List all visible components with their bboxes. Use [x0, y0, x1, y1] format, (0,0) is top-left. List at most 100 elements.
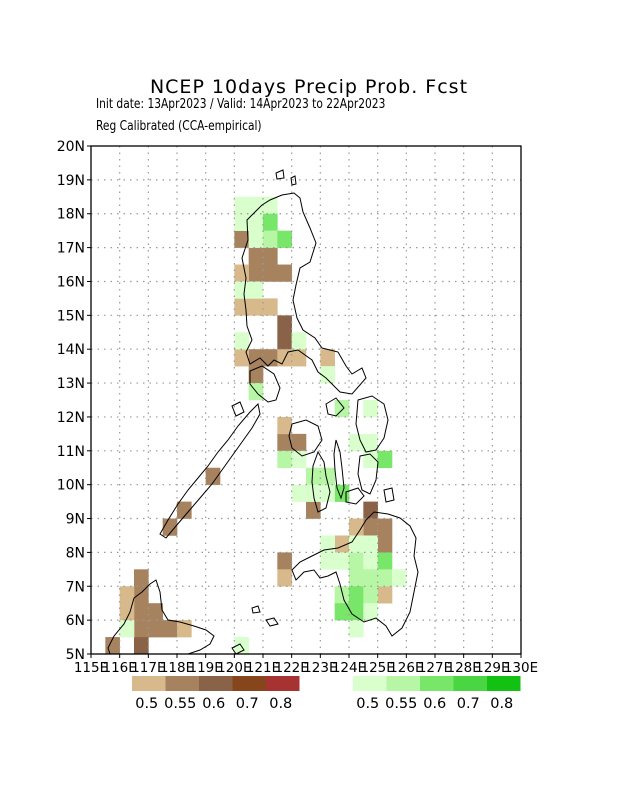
lon-label: 116E [103, 660, 137, 676]
dry-legend-label: 0.7 [236, 696, 259, 712]
wet-cell-28 [291, 484, 307, 502]
coast-palawan [159, 402, 261, 539]
wet-cell-46 [363, 535, 378, 553]
lat-label: 5N [66, 647, 85, 663]
wet-cell-40 [363, 586, 378, 604]
wet-cell-44 [349, 620, 364, 638]
dry-cell-23 [205, 467, 221, 485]
dry-cell-22 [306, 501, 321, 519]
lat-label: 6N [66, 613, 85, 629]
dry-cell-42 [148, 620, 163, 638]
coast-cebu [333, 439, 345, 500]
coast-babuyan [275, 169, 285, 180]
wet-cell-41 [334, 603, 350, 621]
map-frame [90, 145, 522, 655]
wet-cell-48 [119, 620, 135, 638]
wet-legend-swatch [487, 676, 521, 691]
wet-cell-29 [320, 535, 335, 553]
dry-cell-29 [349, 518, 364, 536]
lat-label: 14N [57, 342, 85, 358]
dry-cell-11 [277, 315, 292, 333]
wet-cell-33 [363, 552, 378, 570]
wet-cell-23 [306, 467, 321, 485]
lon-label: 121E [246, 660, 280, 676]
wet-cell-14 [320, 366, 335, 384]
lat-label: 13N [57, 376, 85, 392]
dry-cell-19 [277, 433, 292, 452]
lat-lon-grid [91, 146, 521, 654]
wet-cell-3 [234, 213, 249, 231]
legend: 0.5 0.55 0.6 0.7 0.8 0.5 0.55 0.6 0.7 0.8 [132, 676, 521, 712]
dry-legend-label: 0.5 [135, 696, 158, 712]
dry-cell-7 [234, 298, 249, 316]
wet-cell-47 [392, 569, 407, 587]
wet-cell-21 [277, 450, 292, 469]
wet-cell-7 [263, 230, 278, 248]
coast-luzon [241, 192, 367, 395]
chart-title: NCEP 10days Precip Prob. Fcst [149, 76, 469, 98]
wet-cell-24 [320, 467, 335, 485]
coast-jolo [251, 605, 261, 614]
lon-label: 122E [275, 660, 309, 676]
dry-cell-39 [119, 586, 135, 604]
wet-cell-31 [334, 552, 350, 570]
calibration-method: Reg Calibrated (CCA-empirical) [96, 119, 262, 134]
lat-label: 10N [57, 478, 85, 494]
dry-cell-43 [162, 620, 178, 638]
dry-cell-26 [363, 501, 378, 519]
wet-cell-9 [234, 281, 249, 299]
wet-legend-swatch [353, 676, 387, 691]
dry-legend-label: 0.6 [202, 696, 225, 712]
coast-mindanao [291, 511, 419, 637]
dry-legend-swatch [132, 676, 166, 691]
dry-cell-13 [263, 349, 278, 367]
coast-bohol [345, 487, 365, 505]
wet-cell-20 [377, 450, 393, 469]
dry-cell-28 [377, 518, 393, 536]
dry-cell-33 [277, 569, 292, 587]
lon-label: 120E [217, 660, 251, 676]
dry-legend-swatch [199, 676, 233, 691]
dry-legend-swatch [165, 676, 199, 691]
coast-masbate [325, 397, 345, 417]
dry-cell-38 [134, 620, 149, 638]
lon-label: 117E [131, 660, 165, 676]
coast-calamian [231, 401, 245, 417]
dry-cell-15 [234, 349, 249, 367]
coast-batanes [290, 175, 297, 186]
dry-cell-6 [234, 264, 249, 282]
lat-label: 16N [57, 274, 85, 290]
dry-cell-41 [148, 603, 163, 621]
wet-cell-22 [291, 450, 307, 469]
dry-cell-10 [277, 332, 292, 350]
wet-cell-12 [234, 332, 249, 350]
dry-legend-label: 0.55 [164, 696, 196, 712]
coast-mindoro [249, 365, 281, 403]
lon-label: 128E [447, 660, 481, 676]
lon-label: 125E [361, 660, 395, 676]
wet-cell-15 [363, 400, 378, 418]
dry-cell-44 [134, 637, 149, 655]
wet-cell-1 [248, 196, 264, 215]
wet-legend-swatch [420, 676, 454, 691]
dry-cell-4 [263, 264, 278, 282]
wet-cell-16 [334, 400, 350, 418]
lon-label: 126E [389, 660, 423, 676]
wet-legend-swatch [386, 676, 420, 691]
dry-cell-8 [248, 298, 264, 316]
axis-labels: 5N 6N 7N 8N 9N 10N 11N 12N 13N 14N 15N 16N 17N 18N 19N… [57, 139, 538, 676]
lon-label: 129E [475, 660, 509, 676]
coast-samar [355, 395, 389, 453]
forecast-cells [105, 196, 407, 655]
dry-cell-32 [277, 552, 292, 570]
lat-label: 18N [57, 207, 85, 223]
wet-cell-35 [349, 569, 364, 587]
wet-legend-swatch [453, 676, 487, 691]
lon-label: 127E [418, 660, 452, 676]
wet-cell-37 [377, 569, 393, 587]
coast-basilan [265, 617, 279, 627]
wet-cell-10 [248, 281, 264, 299]
wet-cell-36 [363, 569, 378, 587]
lon-label: 130E [504, 660, 538, 676]
